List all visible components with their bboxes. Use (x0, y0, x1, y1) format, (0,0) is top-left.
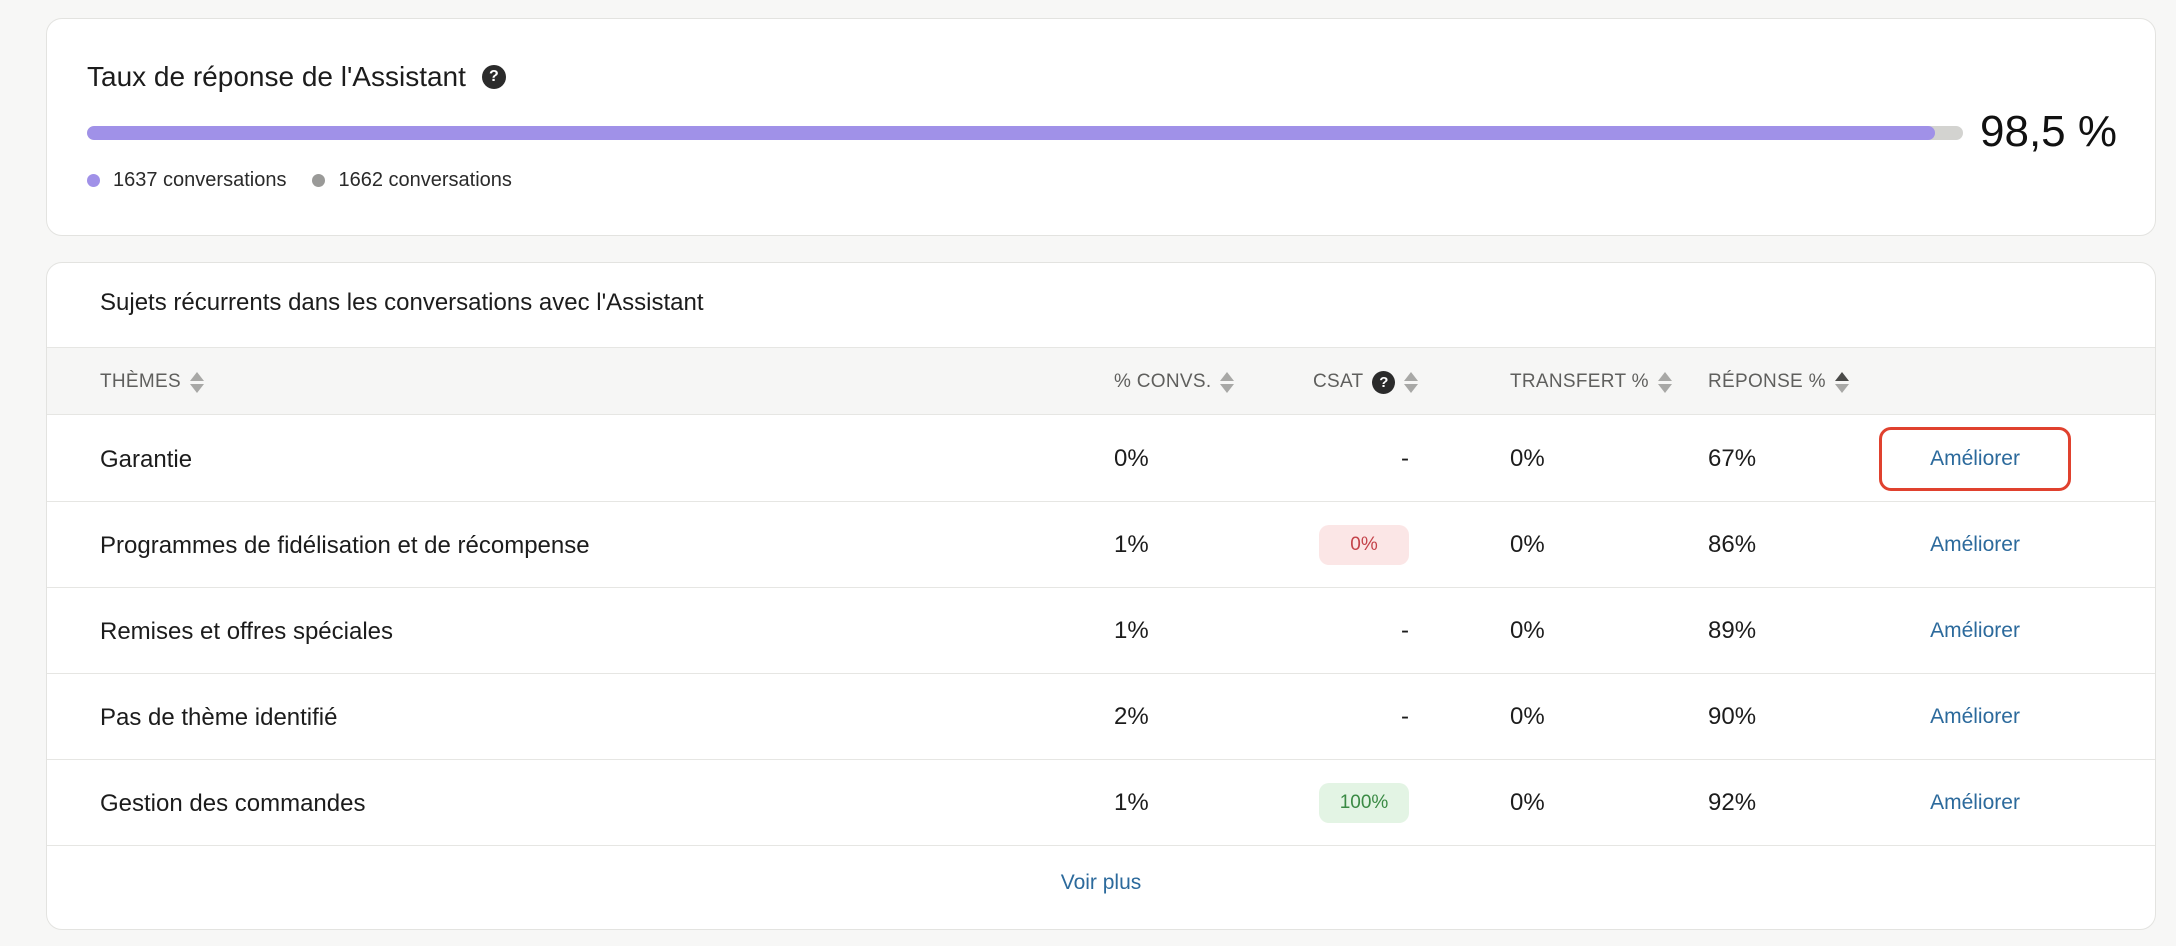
recurring-topics-title: Sujets récurrents dans les conversations… (100, 289, 704, 316)
theme-name: Remises et offres spéciales (100, 617, 394, 645)
theme-name: Programmes de fidélisation et de récompe… (100, 531, 590, 559)
csat-cell: - (1313, 588, 1409, 674)
csat-value: - (1401, 617, 1409, 644)
legend-item-total: 1662 conversations (312, 169, 512, 192)
csat-value: - (1401, 703, 1409, 730)
legend-item-answered: 1637 conversations (87, 169, 286, 192)
column-header-themes-label: THÈMES (100, 371, 181, 392)
transfert-percent: 0% (1510, 703, 1545, 730)
table-row: Programmes de fidélisation et de récompe… (47, 502, 2155, 588)
response-rate-value: 98,5 % (1980, 107, 2117, 156)
transfert-percent: 0% (1510, 531, 1545, 558)
legend-dot-total-icon (312, 174, 326, 187)
sort-icon[interactable] (189, 371, 204, 393)
convs-percent: 0% (1114, 445, 1149, 472)
response-rate-header: Taux de réponse de l'Assistant ? (87, 61, 506, 93)
sort-icon[interactable] (1404, 371, 1419, 393)
sort-icon[interactable] (1220, 371, 1235, 393)
help-icon[interactable]: ? (481, 65, 506, 89)
table-row: Gestion des commandes 1% 100% 0% 92% Améliore… (47, 760, 2155, 846)
column-header-transfert-label: TRANSFERT % (1510, 371, 1649, 392)
csat-cell: - (1313, 674, 1409, 760)
csat-cell: 100% (1313, 760, 1409, 846)
help-icon[interactable]: ? (1372, 370, 1396, 394)
transfert-percent: 0% (1510, 617, 1545, 644)
transfert-percent: 0% (1510, 445, 1545, 472)
convs-percent: 2% (1114, 703, 1149, 730)
convs-percent: 1% (1114, 789, 1149, 816)
column-header-reponse-label: RÉPONSE % (1708, 371, 1826, 392)
column-header-themes[interactable]: THÈMES (100, 348, 204, 416)
action-cell: Améliorer (1885, 674, 2065, 760)
action-cell: Améliorer (1885, 760, 2065, 846)
reponse-percent: 86% (1708, 531, 1757, 558)
theme-name: Garantie (100, 445, 193, 473)
column-header-transfert[interactable]: TRANSFERT % (1510, 348, 1672, 416)
transfert-percent: 0% (1510, 789, 1545, 816)
reponse-percent: 92% (1708, 789, 1757, 816)
column-header-convs-label: % CONVS. (1114, 371, 1212, 392)
action-cell: Améliorer (1885, 588, 2065, 674)
action-cell: Améliorer (1885, 502, 2065, 588)
convs-percent: 1% (1114, 617, 1149, 644)
reponse-percent: 89% (1708, 617, 1757, 644)
csat-badge: 100% (1319, 783, 1409, 823)
response-rate-progress-fill (87, 126, 1935, 140)
csat-cell: 0% (1313, 502, 1409, 588)
column-header-reponse[interactable]: RÉPONSE % (1708, 348, 1849, 416)
improve-button[interactable]: Améliorer (1930, 705, 2020, 728)
action-cell: Améliorer (1879, 416, 2071, 502)
topics-table-header: THÈMES % CONVS. CSAT ? TRANSFERT % RÉPON… (47, 347, 2155, 415)
recurring-topics-card: Sujets récurrents dans les conversations… (46, 262, 2156, 930)
convs-percent: 1% (1114, 531, 1149, 558)
see-more-link[interactable]: Voir plus (1060, 871, 1142, 894)
csat-value: - (1401, 445, 1409, 472)
theme-name: Pas de thème identifié (100, 703, 338, 731)
csat-cell: - (1313, 416, 1409, 502)
response-rate-title: Taux de réponse de l'Assistant (87, 61, 466, 92)
improve-button[interactable]: Améliorer (1879, 427, 2071, 491)
improve-button[interactable]: Améliorer (1930, 791, 2020, 814)
column-header-convs[interactable]: % CONVS. (1114, 348, 1235, 416)
reponse-percent: 90% (1708, 703, 1757, 730)
response-rate-card: Taux de réponse de l'Assistant ? 98,5 % … (46, 18, 2156, 236)
table-row: Pas de thème identifié 2% - 0% 90% Améliorer (47, 674, 2155, 760)
column-header-csat-label: CSAT (1313, 371, 1364, 392)
improve-button[interactable]: Améliorer (1930, 619, 2020, 642)
sort-ascending-icon[interactable] (1834, 371, 1849, 393)
table-row: Garantie 0% - 0% 67% Améliorer (47, 416, 2155, 502)
sort-icon[interactable] (1657, 371, 1672, 393)
reponse-percent: 67% (1708, 445, 1757, 472)
improve-button[interactable]: Améliorer (1930, 533, 2020, 556)
legend-label-total: 1662 conversations (338, 169, 512, 191)
response-rate-legend: 1637 conversations 1662 conversations (87, 169, 512, 192)
response-rate-progress-bar (87, 126, 1963, 140)
theme-name: Gestion des commandes (100, 789, 366, 817)
table-row: Remises et offres spéciales 1% - 0% 89% Améli… (47, 588, 2155, 674)
legend-dot-answered-icon (87, 174, 100, 187)
csat-badge: 0% (1319, 525, 1409, 565)
legend-label-answered: 1637 conversations (113, 169, 287, 191)
column-header-csat[interactable]: CSAT ? (1313, 348, 1419, 416)
